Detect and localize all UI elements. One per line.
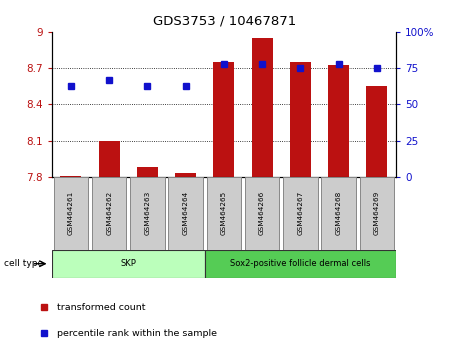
Text: GSM464265: GSM464265	[221, 191, 227, 235]
Bar	[321, 177, 356, 250]
Text: percentile rank within the sample: percentile rank within the sample	[57, 329, 217, 338]
Text: GSM464261: GSM464261	[68, 191, 74, 235]
Text: GSM464268: GSM464268	[336, 191, 342, 235]
Bar	[252, 38, 273, 177]
Text: GSM464266: GSM464266	[259, 191, 265, 235]
Bar	[54, 177, 88, 250]
Bar	[213, 62, 234, 177]
Bar	[92, 177, 126, 250]
Text: GSM464264: GSM464264	[183, 191, 189, 235]
Bar	[207, 177, 241, 250]
Bar	[52, 250, 205, 278]
Bar	[245, 177, 279, 250]
Text: GSM464267: GSM464267	[297, 191, 303, 235]
Bar	[60, 176, 81, 177]
Text: GSM464263: GSM464263	[144, 191, 150, 235]
Bar	[283, 177, 318, 250]
Bar	[99, 141, 120, 177]
Text: cell type: cell type	[4, 259, 44, 268]
Bar	[175, 173, 196, 177]
Text: SKP: SKP	[120, 259, 136, 268]
Text: Sox2-positive follicle dermal cells: Sox2-positive follicle dermal cells	[230, 259, 371, 268]
Bar	[366, 86, 387, 177]
Bar	[130, 177, 165, 250]
Text: GSM464269: GSM464269	[374, 191, 380, 235]
Bar	[205, 250, 396, 278]
Bar	[137, 167, 158, 177]
Bar	[168, 177, 203, 250]
Bar	[328, 64, 349, 177]
Text: GSM464262: GSM464262	[106, 191, 112, 235]
Text: GDS3753 / 10467871: GDS3753 / 10467871	[153, 14, 297, 27]
Bar	[290, 62, 311, 177]
Bar	[360, 177, 394, 250]
Text: transformed count: transformed count	[57, 303, 145, 312]
